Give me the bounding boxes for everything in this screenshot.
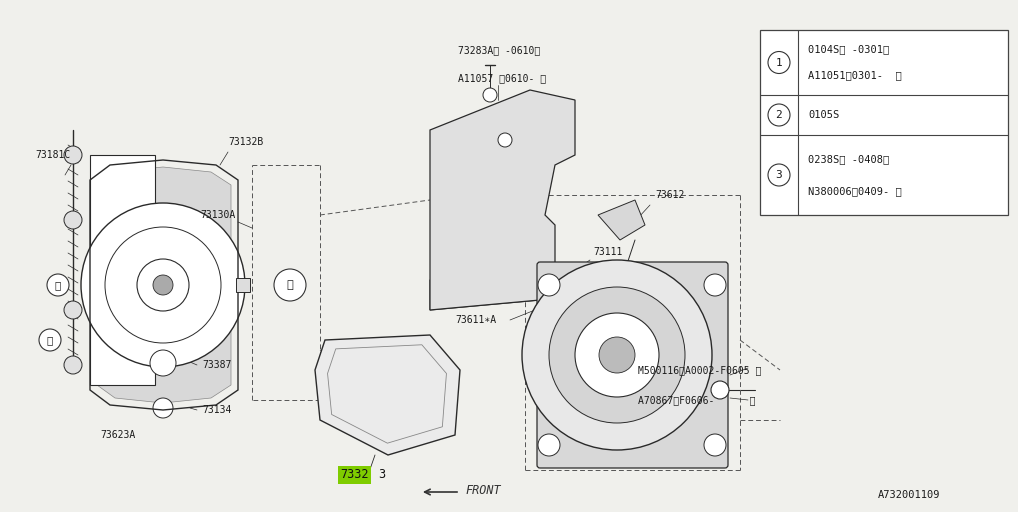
Circle shape [81,203,245,367]
Circle shape [538,434,560,456]
Text: 73134: 73134 [202,405,231,415]
Circle shape [498,133,512,147]
Text: 0104S（ -0301）: 0104S（ -0301） [808,45,890,54]
Circle shape [704,274,726,296]
Circle shape [150,350,176,376]
Circle shape [64,356,82,374]
Circle shape [768,52,790,74]
Text: 73132B: 73132B [228,137,264,147]
Text: 7332: 7332 [340,468,369,481]
Text: A11057 〈0610- 〉: A11057 〈0610- 〉 [458,73,546,83]
Circle shape [618,267,632,281]
Text: ②: ② [55,280,61,290]
Text: A732001109: A732001109 [878,490,940,500]
Circle shape [64,301,82,319]
Text: N380006（0409- ）: N380006（0409- ） [808,186,902,196]
Circle shape [549,287,685,423]
Text: 73111: 73111 [593,247,622,257]
Text: 3: 3 [378,468,385,481]
Text: FRONT: FRONT [465,483,501,497]
Polygon shape [315,335,460,455]
Circle shape [599,337,635,373]
Circle shape [64,146,82,164]
FancyBboxPatch shape [538,262,728,468]
Circle shape [483,88,497,102]
Text: 0105S: 0105S [808,110,839,120]
Text: ①: ① [287,280,293,290]
Circle shape [274,269,306,301]
Circle shape [768,104,790,126]
Polygon shape [236,278,250,292]
Text: 73181C: 73181C [35,150,70,160]
Text: 73612: 73612 [655,190,684,200]
Circle shape [711,381,729,399]
Polygon shape [430,265,540,310]
Text: 73283A〈 -0610〉: 73283A〈 -0610〉 [458,45,541,55]
Circle shape [64,211,82,229]
Circle shape [153,275,173,295]
Polygon shape [90,155,155,385]
Text: 2: 2 [776,110,783,120]
Polygon shape [598,200,645,240]
Text: 73130A: 73130A [200,210,235,220]
Circle shape [768,164,790,186]
Circle shape [704,434,726,456]
Text: ③: ③ [47,335,53,345]
Polygon shape [97,167,231,403]
Circle shape [575,313,659,397]
Circle shape [522,260,712,450]
Text: 1: 1 [776,57,783,68]
Circle shape [137,259,189,311]
Circle shape [105,227,221,343]
Text: 73387: 73387 [202,360,231,370]
Text: A11051（0301-  ）: A11051（0301- ） [808,71,902,80]
Circle shape [47,274,69,296]
Polygon shape [430,90,575,310]
Circle shape [538,274,560,296]
Text: 73623A: 73623A [100,430,135,440]
Text: A70867〈F0606-      〉: A70867〈F0606- 〉 [638,395,755,405]
Text: 73611∗A: 73611∗A [455,315,496,325]
Bar [760,30,1008,215]
Circle shape [39,329,61,351]
Text: 0238S（ -0408）: 0238S（ -0408） [808,154,890,164]
Text: M500116〈A0002-F0605 〉: M500116〈A0002-F0605 〉 [638,365,761,375]
Circle shape [153,398,173,418]
Text: 3: 3 [776,170,783,180]
